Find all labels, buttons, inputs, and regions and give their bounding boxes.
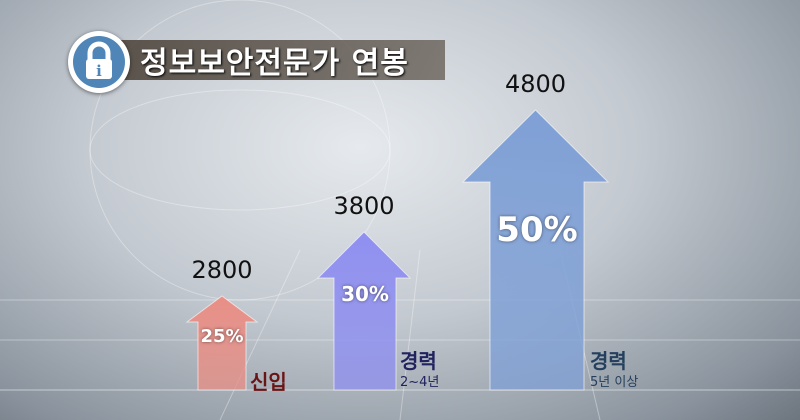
value-label: 4800 <box>504 70 567 98</box>
svg-text:i: i <box>96 62 102 80</box>
value-label: 3800 <box>333 192 395 220</box>
percent-label: 30% <box>341 282 389 306</box>
category-label: 경력 <box>400 349 437 373</box>
arrow-bars <box>185 109 610 391</box>
percent-label: 25% <box>200 326 244 347</box>
category-sublabel: 5년 이상 <box>590 375 639 390</box>
lock-info-icon: i <box>68 31 130 93</box>
title-banner <box>100 40 445 80</box>
value-label: 2800 <box>191 256 253 284</box>
arrow-bar <box>316 231 412 391</box>
category-sublabel: 2~4년 <box>400 375 440 390</box>
arrow-bar <box>461 109 610 391</box>
arrow-bar <box>185 295 259 391</box>
category-label: 경력 <box>590 349 627 373</box>
percent-label: 50% <box>496 210 578 250</box>
category-label: 신입 <box>250 370 287 394</box>
page-title: 정보보안전문가 연봉 <box>140 46 409 81</box>
